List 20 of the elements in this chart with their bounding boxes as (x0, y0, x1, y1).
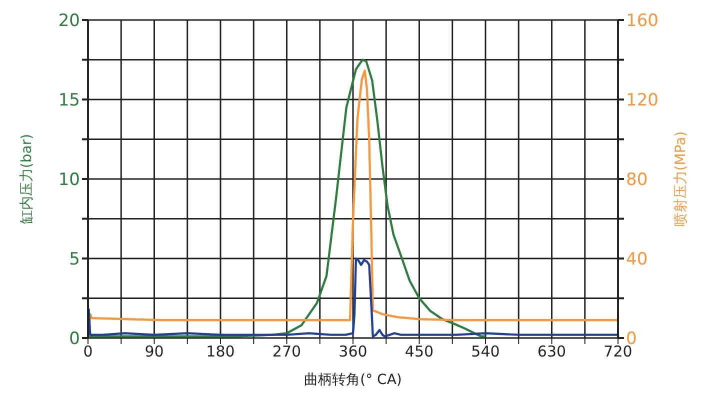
y2-axis-title: 喷射压力(MPa) (672, 131, 689, 227)
x-tick-label: 540 (471, 342, 500, 361)
y2-tick-label: 80 (626, 170, 648, 190)
x-tick-label: 180 (206, 342, 235, 361)
y2-tick-label: 40 (626, 250, 648, 270)
y-tick-label: 15 (58, 90, 80, 111)
y-tick-label: 10 (58, 170, 80, 190)
x-tick-label: 90 (144, 342, 164, 361)
x-tick-label: 360 (338, 342, 368, 361)
y2-tick-label: 120 (626, 90, 658, 111)
x-tick-label: 270 (272, 342, 302, 361)
line-series (88, 58, 487, 338)
y2-tick-label: 160 (626, 11, 658, 32)
x-tick-label: 450 (404, 342, 434, 361)
y-tick-label: 20 (58, 11, 80, 32)
y-axis-title: 缸内压力(bar) (18, 134, 35, 224)
x-axis-title: 曲柄转角(° CA) (304, 372, 402, 388)
x-tick-label: 0 (83, 342, 93, 361)
x-tick-label: 630 (537, 342, 566, 361)
y-tick-label: 5 (69, 250, 80, 270)
